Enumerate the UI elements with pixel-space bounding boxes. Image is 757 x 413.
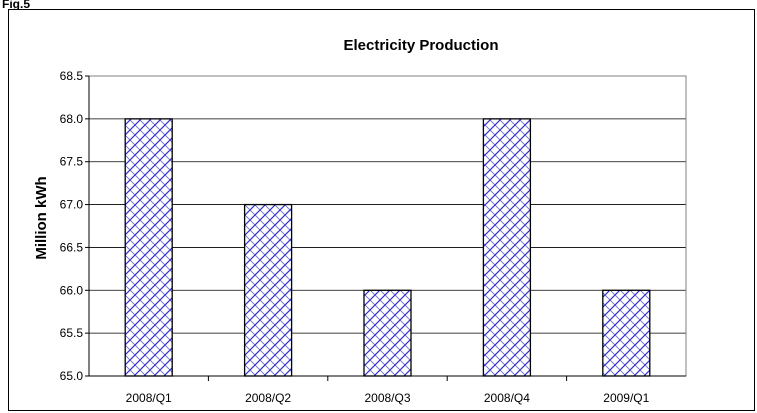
bar-2008-q2 <box>243 203 293 377</box>
y-tick-label: 66.0 <box>60 283 84 297</box>
y-tick-label: 66.5 <box>60 240 84 254</box>
y-axis-label: Million kWh <box>33 176 50 259</box>
y-tick-label: 68.0 <box>60 112 84 126</box>
bar-2009-q1 <box>602 289 651 377</box>
bar-2008-q1 <box>124 118 173 377</box>
x-tick-label: 2008/Q4 <box>484 391 530 405</box>
bar-2008-q4 <box>482 118 532 377</box>
bar-2008-q3 <box>363 289 412 377</box>
y-tick-label: 65.0 <box>60 369 84 383</box>
y-tick-label: 65.5 <box>60 326 84 340</box>
chart-title: Electricity Production <box>343 37 498 54</box>
y-tick-label: 67.5 <box>60 155 84 169</box>
y-tick-label: 67.0 <box>60 198 84 212</box>
x-tick-labels: 2008/Q1 2008/Q2 2008/Q3 2008/Q4 2009/Q1 <box>126 376 650 405</box>
x-tick-label: 2008/Q2 <box>245 391 291 405</box>
bars <box>124 118 651 377</box>
x-tick-label: 2008/Q3 <box>364 391 410 405</box>
x-tick-label: 2009/Q1 <box>603 391 649 405</box>
y-tick-label: 68.5 <box>60 69 84 83</box>
figure-label: Fig.5 <box>2 0 31 11</box>
y-tick-labels: 65.0 65.5 66.0 66.5 67.0 67.5 68.0 68.5 <box>60 69 89 383</box>
x-tick-label: 2008/Q1 <box>126 391 172 405</box>
